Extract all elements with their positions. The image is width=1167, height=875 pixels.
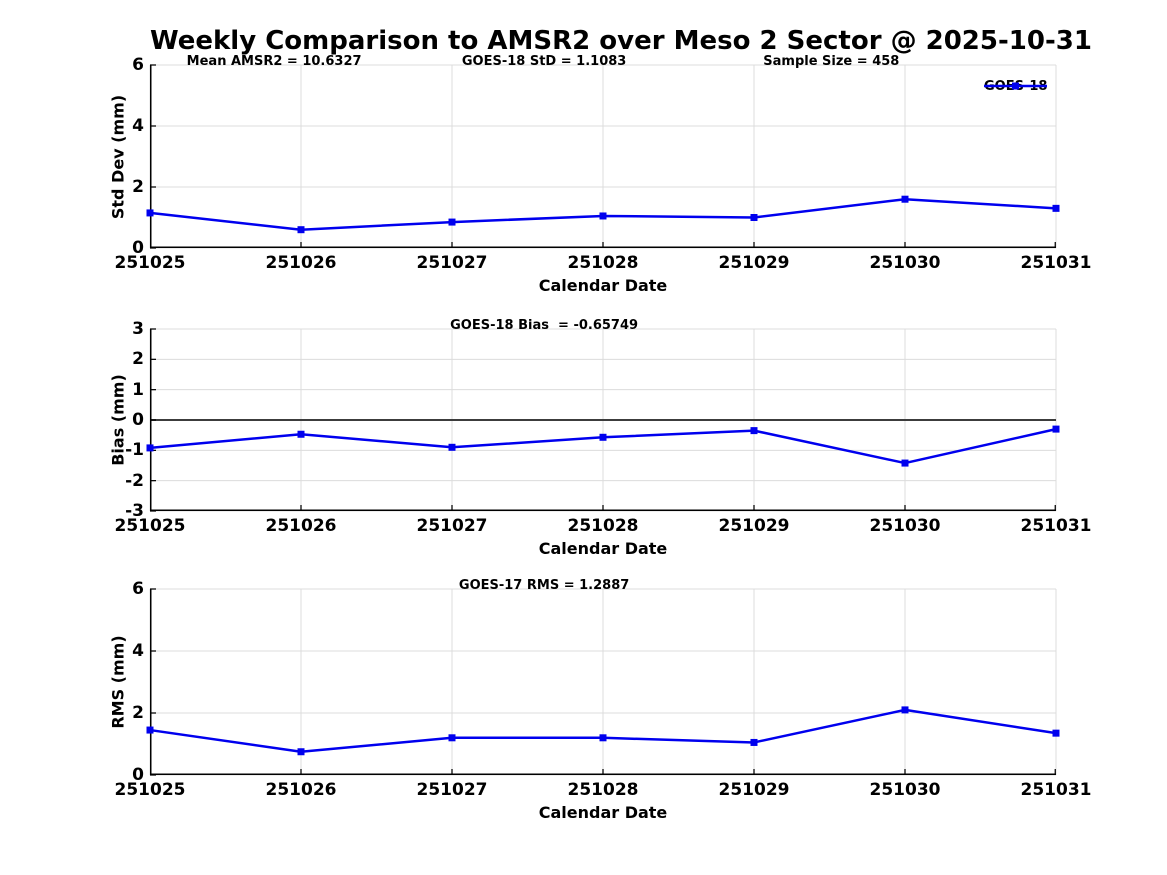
panel-annotation: Mean AMSR2 = 10.6327 xyxy=(186,54,362,69)
legend-line-sample xyxy=(984,82,1047,90)
data-marker xyxy=(1052,729,1060,737)
data-marker xyxy=(599,212,607,220)
data-marker xyxy=(297,226,305,234)
y-tick-label: 3 xyxy=(132,319,144,339)
y-tick-label: 0 xyxy=(132,238,144,258)
y-tick-label: 1 xyxy=(132,379,144,400)
figure-title: Weekly Comparison to AMSR2 over Meso 2 S… xyxy=(150,26,1092,56)
data-marker xyxy=(901,706,909,714)
data-marker xyxy=(448,734,456,742)
data-marker xyxy=(146,209,154,217)
std-dev-canvas xyxy=(146,64,1060,249)
y-tick-label: 2 xyxy=(132,349,144,370)
plot-rms: 0 2 4 6 251025 251026 251027 251028 251029 251030… xyxy=(109,578,1092,822)
data-marker xyxy=(901,459,909,467)
x-tick-label: 251027 xyxy=(416,253,488,273)
y-tick-label: 2 xyxy=(132,177,144,197)
y-tick-label: 4 xyxy=(132,641,144,661)
data-marker xyxy=(448,443,456,451)
x-tick-label: 251026 xyxy=(265,516,337,536)
x-tick-label: 251026 xyxy=(265,253,337,273)
data-marker xyxy=(750,214,758,221)
y-tick-label: 0 xyxy=(132,410,144,430)
plot-bias: -3 -2 -1 0 1 2 3 251025 251026 251027 251028 251029… xyxy=(109,318,1092,558)
x-tick-label: 251025 xyxy=(114,780,186,800)
x-tick-label: 251028 xyxy=(567,253,639,273)
y-axis-label: RMS (mm) xyxy=(108,635,128,729)
y-axis-label: Bias (mm) xyxy=(108,374,128,466)
y-tick-label: 6 xyxy=(132,579,144,599)
x-axis-label: Calendar Date xyxy=(538,803,668,822)
data-marker xyxy=(146,444,154,452)
panel-annotation: GOES-17 RMS = 1.2887 xyxy=(458,578,630,593)
x-tick-label: 251025 xyxy=(114,253,186,273)
y-tick-label: -3 xyxy=(125,501,144,521)
x-tick-label: 251030 xyxy=(869,516,941,536)
x-tick-label: 251025 xyxy=(114,516,186,536)
data-marker xyxy=(599,433,607,441)
x-tick-label: 251031 xyxy=(1020,780,1092,800)
x-tick-label: 251028 xyxy=(567,780,639,800)
x-tick-label: 251029 xyxy=(718,253,790,273)
plot-std-dev: 0 2 4 6 251025 251026 251027 251028 251029 251030… xyxy=(109,54,1092,295)
y-tick-label: 4 xyxy=(132,116,144,136)
x-tick-label: 251029 xyxy=(718,780,790,800)
y-tick-label: -1 xyxy=(125,440,144,461)
data-marker xyxy=(750,738,758,746)
y-tick-label: 2 xyxy=(132,703,144,723)
x-tick-label: 251026 xyxy=(265,780,337,800)
legend: GOES-18 xyxy=(984,79,1047,94)
data-marker xyxy=(1052,425,1060,433)
data-marker xyxy=(901,195,909,203)
rms-canvas xyxy=(146,588,1060,776)
panel-annotation: GOES-18 StD = 1.1083 xyxy=(461,54,627,69)
data-marker xyxy=(599,734,607,742)
bias-canvas xyxy=(146,328,1060,512)
x-tick-label: 251027 xyxy=(416,516,488,536)
x-tick-label: 251030 xyxy=(869,253,941,273)
x-tick-label: 251028 xyxy=(567,516,639,536)
x-axis-label: Calendar Date xyxy=(538,276,668,295)
x-tick-label: 251031 xyxy=(1020,516,1092,536)
panel-annotation: Sample Size = 458 xyxy=(763,54,900,69)
data-marker xyxy=(297,748,305,756)
y-tick-label: 0 xyxy=(132,765,144,785)
y-tick-label: -2 xyxy=(125,470,144,491)
panel-annotation: GOES-18 Bias = -0.65749 xyxy=(450,318,639,333)
data-marker xyxy=(448,218,456,226)
y-tick-label: 6 xyxy=(132,55,144,75)
x-tick-label: 251030 xyxy=(869,780,941,800)
data-marker xyxy=(1052,204,1060,212)
x-tick-label: 251027 xyxy=(416,780,488,800)
x-tick-label: 251029 xyxy=(718,516,790,536)
data-marker xyxy=(750,427,758,435)
x-axis-label: Calendar Date xyxy=(538,539,668,558)
y-axis-label: Std Dev (mm) xyxy=(108,94,128,219)
data-marker xyxy=(146,726,154,734)
x-tick-label: 251031 xyxy=(1020,253,1092,273)
data-marker xyxy=(297,430,305,438)
